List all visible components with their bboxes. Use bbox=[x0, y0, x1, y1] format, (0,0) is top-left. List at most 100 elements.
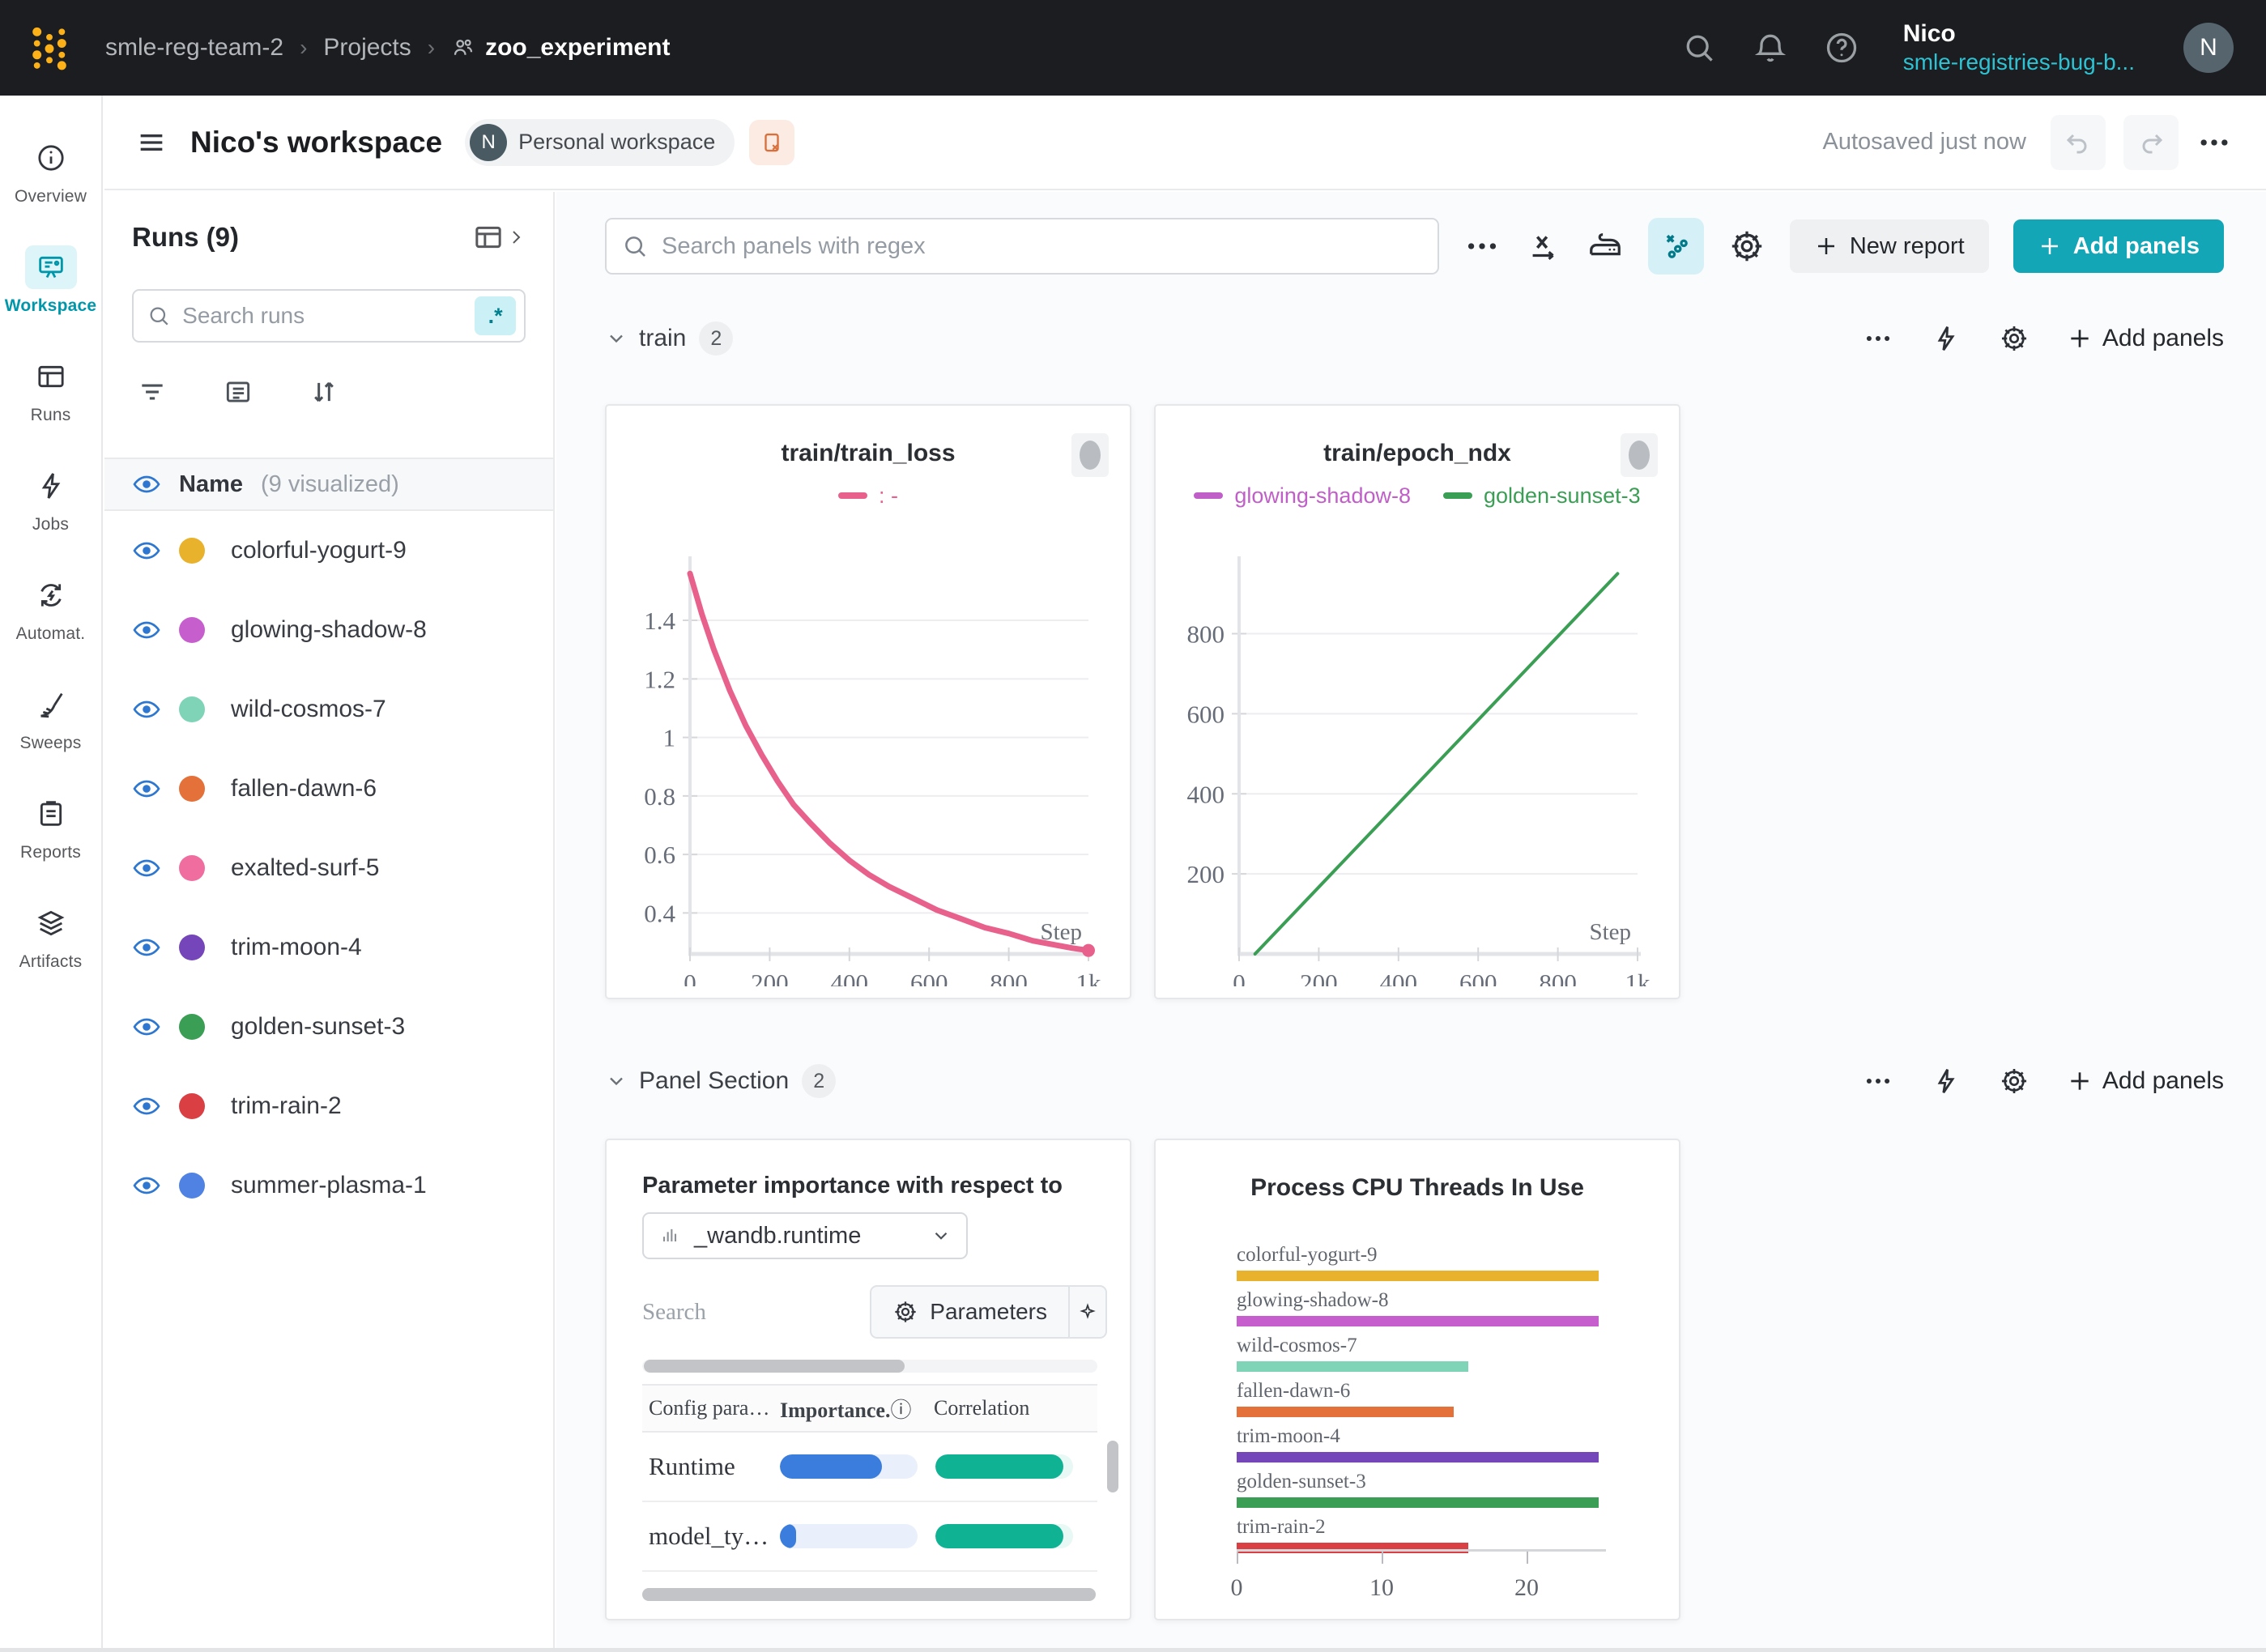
runs-search[interactable]: .* bbox=[132, 289, 526, 343]
sidebar-item-jobs[interactable]: Jobs bbox=[0, 445, 102, 554]
run-name[interactable]: exalted-surf-5 bbox=[231, 854, 380, 881]
sidebar-item-sweeps[interactable]: Sweeps bbox=[0, 663, 102, 773]
sidebar-item-automat[interactable]: Automat. bbox=[0, 554, 102, 663]
runs-search-input[interactable] bbox=[182, 303, 475, 329]
run-name[interactable]: glowing-shadow-8 bbox=[231, 616, 427, 643]
breadcrumb-project[interactable]: zoo_experiment bbox=[451, 34, 671, 62]
outliers-toggle[interactable] bbox=[1648, 218, 1704, 275]
visibility-icon[interactable] bbox=[132, 536, 161, 565]
run-name[interactable]: trim-moon-4 bbox=[231, 934, 362, 960]
section-add-panels-button[interactable]: Add panels bbox=[2067, 325, 2224, 352]
panel-horizontal-scrollbar[interactable] bbox=[642, 1588, 1097, 1601]
visibility-icon[interactable] bbox=[132, 854, 161, 883]
breadcrumb-projects[interactable]: Projects bbox=[323, 34, 411, 61]
smoothing-icon[interactable] bbox=[1587, 228, 1624, 265]
table-horizontal-scrollbar[interactable] bbox=[642, 1360, 1097, 1373]
panel-search-input[interactable] bbox=[662, 232, 1424, 260]
redo-button[interactable] bbox=[2123, 114, 2179, 170]
run-name[interactable]: colorful-yogurt-9 bbox=[231, 537, 407, 564]
new-report-button[interactable]: New report bbox=[1789, 219, 1989, 273]
add-panels-button[interactable]: Add panels bbox=[2013, 219, 2224, 273]
info-icon[interactable]: ⓘ bbox=[890, 1398, 912, 1422]
avatar[interactable]: N bbox=[2183, 23, 2234, 73]
run-row[interactable]: fallen-dawn-6 bbox=[104, 749, 553, 828]
help-icon[interactable] bbox=[1824, 30, 1859, 66]
visibility-all-icon[interactable] bbox=[132, 470, 161, 499]
clear-workspace-button[interactable] bbox=[749, 119, 795, 165]
cpu-bar-row[interactable]: fallen-dawn-6 bbox=[1237, 1380, 1606, 1417]
line-chart[interactable]: 200 400 600 800 0 200 400 600 800 1k Step bbox=[1156, 545, 1680, 986]
panel-train-loss[interactable]: train/train_loss : - 0.4 0.6 0.8 1 1.2 1.4 0 20… bbox=[605, 404, 1131, 999]
runs-table-expand-button[interactable] bbox=[472, 221, 526, 253]
run-name[interactable]: fallen-dawn-6 bbox=[231, 775, 377, 802]
cpu-bar-row[interactable]: wild-cosmos-7 bbox=[1237, 1335, 1606, 1372]
panel-epoch-ndx[interactable]: train/epoch_ndx glowing-shadow-8 golden-s… bbox=[1154, 404, 1680, 999]
x-axis-settings-icon[interactable] bbox=[1525, 228, 1562, 265]
group-icon[interactable] bbox=[223, 377, 253, 407]
chevron-down-icon[interactable] bbox=[605, 327, 628, 350]
section-title[interactable]: train bbox=[639, 325, 687, 351]
section-overflow-icon[interactable] bbox=[1863, 1066, 1893, 1096]
magic-button[interactable] bbox=[1070, 1287, 1105, 1337]
sidebar-item-overview[interactable]: Overview bbox=[0, 117, 102, 226]
visibility-icon[interactable] bbox=[132, 774, 161, 803]
sidebar-item-workspace[interactable]: Workspace bbox=[0, 226, 102, 335]
run-name[interactable]: wild-cosmos-7 bbox=[231, 696, 386, 722]
cpu-bar-row[interactable]: colorful-yogurt-9 bbox=[1237, 1244, 1606, 1281]
workspace-overflow-icon[interactable] bbox=[2196, 125, 2232, 160]
search-icon[interactable] bbox=[1681, 30, 1717, 66]
section-add-panels-button[interactable]: Add panels bbox=[2067, 1067, 2224, 1095]
panel-parameter-importance[interactable]: Parameter importance with respect to _wa… bbox=[605, 1139, 1131, 1620]
panel-menu-handle[interactable] bbox=[1621, 433, 1658, 477]
cpu-bar-row[interactable]: trim-moon-4 bbox=[1237, 1425, 1606, 1463]
visibility-icon[interactable] bbox=[132, 1012, 161, 1041]
run-name[interactable]: summer-plasma-1 bbox=[231, 1172, 427, 1199]
importance-row[interactable]: Runtime bbox=[642, 1433, 1097, 1502]
cpu-bar-row[interactable]: glowing-shadow-8 bbox=[1237, 1289, 1606, 1326]
section-settings-icon[interactable] bbox=[1999, 1066, 2030, 1096]
run-row[interactable]: exalted-surf-5 bbox=[104, 828, 553, 908]
chevron-down-icon[interactable] bbox=[605, 1070, 628, 1092]
panel-menu-handle[interactable] bbox=[1071, 433, 1109, 477]
parameters-button[interactable]: Parameters bbox=[871, 1287, 1068, 1337]
run-name[interactable]: trim-rain-2 bbox=[231, 1092, 342, 1119]
section-title[interactable]: Panel Section bbox=[639, 1067, 790, 1094]
regex-toggle[interactable]: .* bbox=[475, 296, 516, 335]
wandb-logo[interactable] bbox=[21, 19, 78, 76]
legend-item[interactable]: golden-sunset-3 bbox=[1442, 483, 1641, 509]
breadcrumb-team[interactable]: smle-reg-team-2 bbox=[105, 34, 284, 61]
toolbar-overflow-icon[interactable] bbox=[1463, 228, 1501, 265]
metric-dropdown[interactable]: _wandb.runtime bbox=[642, 1212, 968, 1259]
cpu-bar-row[interactable]: golden-sunset-3 bbox=[1237, 1471, 1606, 1508]
visibility-icon[interactable] bbox=[132, 1171, 161, 1200]
importance-row[interactable]: model_ty… bbox=[642, 1502, 1097, 1572]
menu-icon[interactable] bbox=[135, 126, 168, 159]
run-row[interactable]: trim-rain-2 bbox=[104, 1067, 553, 1146]
legend-item[interactable]: : - bbox=[838, 483, 898, 509]
notifications-icon[interactable] bbox=[1753, 30, 1788, 66]
cpu-bar-row[interactable]: trim-rain-2 bbox=[1237, 1516, 1606, 1553]
sidebar-item-reports[interactable]: Reports bbox=[0, 773, 102, 882]
visibility-icon[interactable] bbox=[132, 933, 161, 962]
run-row[interactable]: glowing-shadow-8 bbox=[104, 590, 553, 670]
visibility-icon[interactable] bbox=[132, 615, 161, 645]
sidebar-item-runs[interactable]: Runs bbox=[0, 335, 102, 445]
section-settings-icon[interactable] bbox=[1999, 323, 2030, 354]
legend-item[interactable]: glowing-shadow-8 bbox=[1194, 483, 1411, 509]
user-team-link[interactable]: smle-registries-bug-b... bbox=[1902, 49, 2135, 75]
parameters-search-input[interactable] bbox=[642, 1298, 853, 1326]
sort-icon[interactable] bbox=[309, 377, 339, 407]
sidebar-item-artifacts[interactable]: Artifacts bbox=[0, 882, 102, 991]
quick-add-icon[interactable] bbox=[1931, 1066, 1961, 1096]
section-overflow-icon[interactable] bbox=[1863, 323, 1893, 354]
visibility-icon[interactable] bbox=[132, 1092, 161, 1121]
table-vertical-scrollbar[interactable] bbox=[1107, 1441, 1118, 1492]
panel-cpu-threads[interactable]: Process CPU Threads In Use colorful-yogu… bbox=[1154, 1139, 1680, 1620]
user-menu[interactable]: Nico smle-registries-bug-b... bbox=[1903, 19, 2135, 76]
workspace-badge[interactable]: N Personal workspace bbox=[465, 118, 735, 166]
run-row[interactable]: trim-moon-4 bbox=[104, 908, 553, 987]
visibility-icon[interactable] bbox=[132, 695, 161, 724]
run-row[interactable]: colorful-yogurt-9 bbox=[104, 511, 553, 590]
quick-add-icon[interactable] bbox=[1931, 323, 1961, 354]
